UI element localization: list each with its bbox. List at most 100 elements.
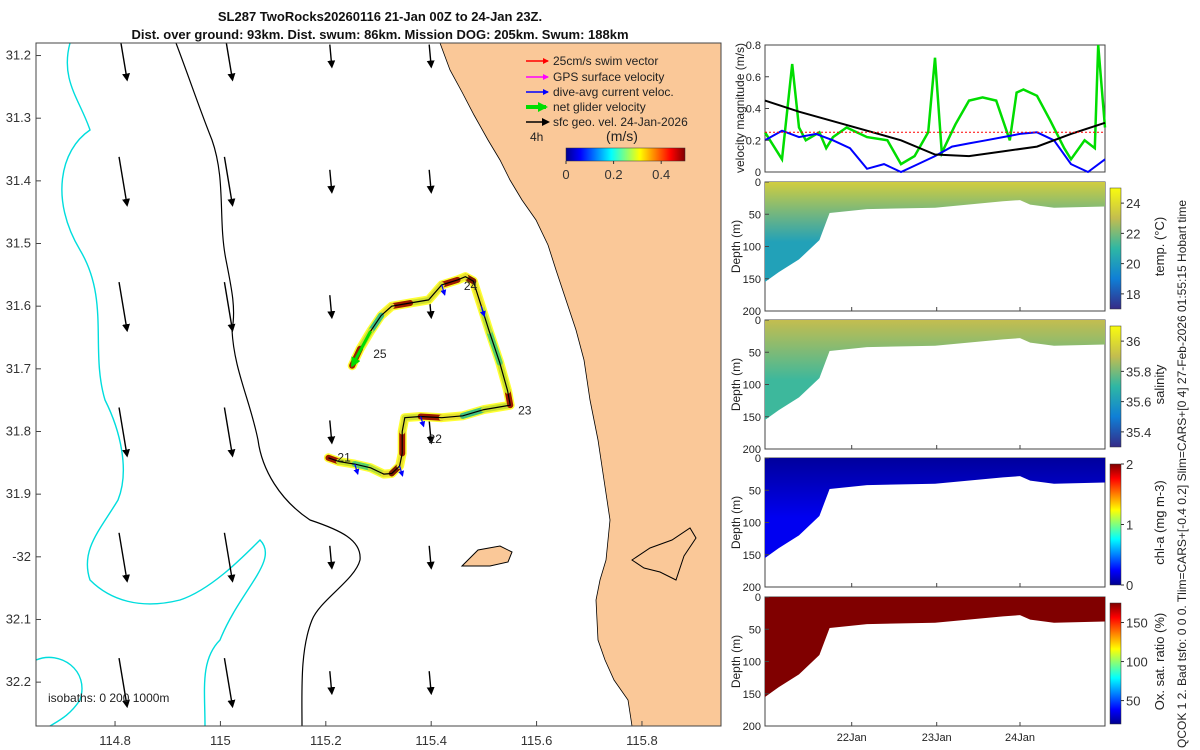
section-y-tick-label: 0 <box>755 592 761 604</box>
geo-velocity-arrow <box>327 169 336 194</box>
map-x-tick-label: 115 <box>210 733 231 748</box>
geo-velocity-arrow <box>426 169 435 194</box>
section-y-tick-label: 50 <box>749 209 761 221</box>
map-y-tick-label: 31.2 <box>6 48 31 63</box>
map-y-axis: 31.2 31.3 31.4 31.5 31.6 31.7 31.8 31.9 -32 32.1 3… <box>6 48 41 689</box>
section-colorbar-tick-label: 18 <box>1126 287 1140 302</box>
map-x-tick-label: 115.8 <box>626 733 658 748</box>
section-y-tick-label: 0 <box>755 177 761 189</box>
map-colorbar-tick-label: 0.4 <box>652 167 670 182</box>
geo-velocity-arrow <box>225 43 236 82</box>
day-labels: 21 22 23 24 25 <box>337 279 531 465</box>
section-colorbar-tick-label: 24 <box>1126 196 1140 211</box>
section-colorbar-tick-label: 36 <box>1126 334 1140 349</box>
map-legend: 25cm/s swim vector GPS surface velocity … <box>526 54 688 182</box>
map-y-tick-label: 31.3 <box>6 110 31 125</box>
island-garden <box>631 527 697 581</box>
section-y-tick-label: 150 <box>743 274 761 286</box>
geo-velocity-arrow <box>223 282 236 333</box>
geo-velocity-arrow <box>426 420 435 445</box>
dive-current-arrow <box>353 463 360 476</box>
figure-title-line1: SL287 TwoRocks20260116 21-Jan 00Z to 24-… <box>218 9 542 24</box>
section-ylabel: Depth (m) <box>729 496 743 549</box>
section-colorbar <box>1109 325 1122 448</box>
section-colorbar-tick-label: 35.6 <box>1126 395 1151 410</box>
velocity-series-dive-avg-current-veloc- <box>764 129 1106 174</box>
geo-velocity-arrow <box>327 420 336 445</box>
velocity-y-axis: 0 0.2 0.4 0.6 0.8 <box>746 40 769 179</box>
section-colorbar-tick-label: 22 <box>1126 226 1140 241</box>
day-label: 21 <box>337 451 351 465</box>
section-y-tick-label: 0 <box>755 453 761 465</box>
section-ylabel: Depth (m) <box>729 358 743 411</box>
section-colorbar <box>1109 187 1122 310</box>
day-label: 24 <box>464 279 478 293</box>
section-data-salinity <box>765 320 1105 420</box>
map-colorbar-tick-label: 0 <box>562 167 569 182</box>
section-y-tick-label: 100 <box>743 242 761 254</box>
map-y-tick-label: 31.9 <box>6 486 31 501</box>
section-y-tick-label: 200 <box>743 306 761 318</box>
section-y-tick-label: 200 <box>743 582 761 594</box>
section-salinity: 0 50 100 150 200 Depth (m) 36 35.8 35.6 35.4 salin… <box>729 315 1167 456</box>
section-colorbar-tick-label: 35.4 <box>1126 425 1151 440</box>
section-y-tick-label: 100 <box>743 518 761 530</box>
geo-velocity-arrow <box>327 295 336 320</box>
section-y-tick-label: 200 <box>743 721 761 733</box>
section-ylabel: Depth (m) <box>729 635 743 688</box>
geo-velocity-arrow <box>118 532 130 583</box>
day-label: 22 <box>429 432 443 446</box>
section-y-tick-label: 50 <box>749 624 761 636</box>
section-y-tick-label: 200 <box>743 444 761 456</box>
section-colorbar-tick-label: 2 <box>1126 457 1133 472</box>
map-y-tick-label: 31.8 <box>6 423 31 438</box>
geo-velocity-arrow <box>118 282 130 333</box>
island-rottnest <box>460 545 513 567</box>
velocity-y-tick-label: 0.4 <box>746 104 761 116</box>
velocity-series <box>763 44 1107 174</box>
map-colorbar <box>565 147 686 162</box>
section-x-tick-label: 22Jan <box>837 732 867 744</box>
section-y-tick-label: 0 <box>755 315 761 327</box>
section-data-chlorophyll <box>765 458 1105 558</box>
day-label: 25 <box>373 347 387 361</box>
geo-velocity-arrow <box>118 658 130 709</box>
velocity-panel: 0 0.2 0.4 0.6 0.8 velocity magnitude (m/s) <box>733 40 1107 179</box>
geo-velocity-arrow <box>426 545 435 570</box>
legend-geo-label: sfc geo. vel. 24-Jan-2026 <box>553 115 688 129</box>
map-frame <box>35 42 722 727</box>
geo-velocity-arrow <box>223 156 236 207</box>
velocity-y-tick-label: 0.6 <box>746 72 761 84</box>
dive-current-arrow <box>479 306 486 318</box>
section-colorbar-tick-label: 20 <box>1126 257 1140 272</box>
geo-velocity-arrow <box>327 44 336 69</box>
geostrophic-arrows <box>118 43 435 709</box>
isobaths-label: isobaths: 0 200 1000m <box>48 691 169 705</box>
section-colorbar-tick-label: 35.8 <box>1126 364 1151 379</box>
map-x-axis: 114.8 115 115.2 115.4 115.6 115.8 <box>99 721 658 748</box>
section-colorbar-label: chl-a (mg m-3) <box>1152 480 1167 565</box>
section-data-oxygen <box>765 597 1105 697</box>
map-y-tick-label: 31.5 <box>6 236 31 251</box>
section-x-tick-label: 23Jan <box>922 732 952 744</box>
section-y-tick-label: 150 <box>743 412 761 424</box>
map-x-tick-label: 115.6 <box>521 733 553 748</box>
legend-dive-label: dive-avg current veloc. <box>553 85 674 99</box>
section-data-temperature <box>765 182 1105 282</box>
section-colorbar-label: salinity <box>1152 364 1167 404</box>
section-colorbar-tick-label: 50 <box>1126 694 1140 709</box>
geo-velocity-arrow <box>426 44 435 69</box>
geo-velocity-arrow <box>223 532 236 583</box>
map-colorbar-ticks: 0 0.2 0.4 <box>562 161 670 182</box>
net-velocity-arrow <box>350 330 372 368</box>
isobath-200m <box>175 43 361 726</box>
map-x-tick-label: 115.2 <box>310 733 342 748</box>
geo-velocity-arrow <box>223 658 236 709</box>
dive-current-arrow <box>419 416 426 428</box>
colorbar-units: (m/s) <box>606 128 638 144</box>
track-line <box>328 276 511 475</box>
map-y-tick-label: 32.1 <box>6 611 31 626</box>
